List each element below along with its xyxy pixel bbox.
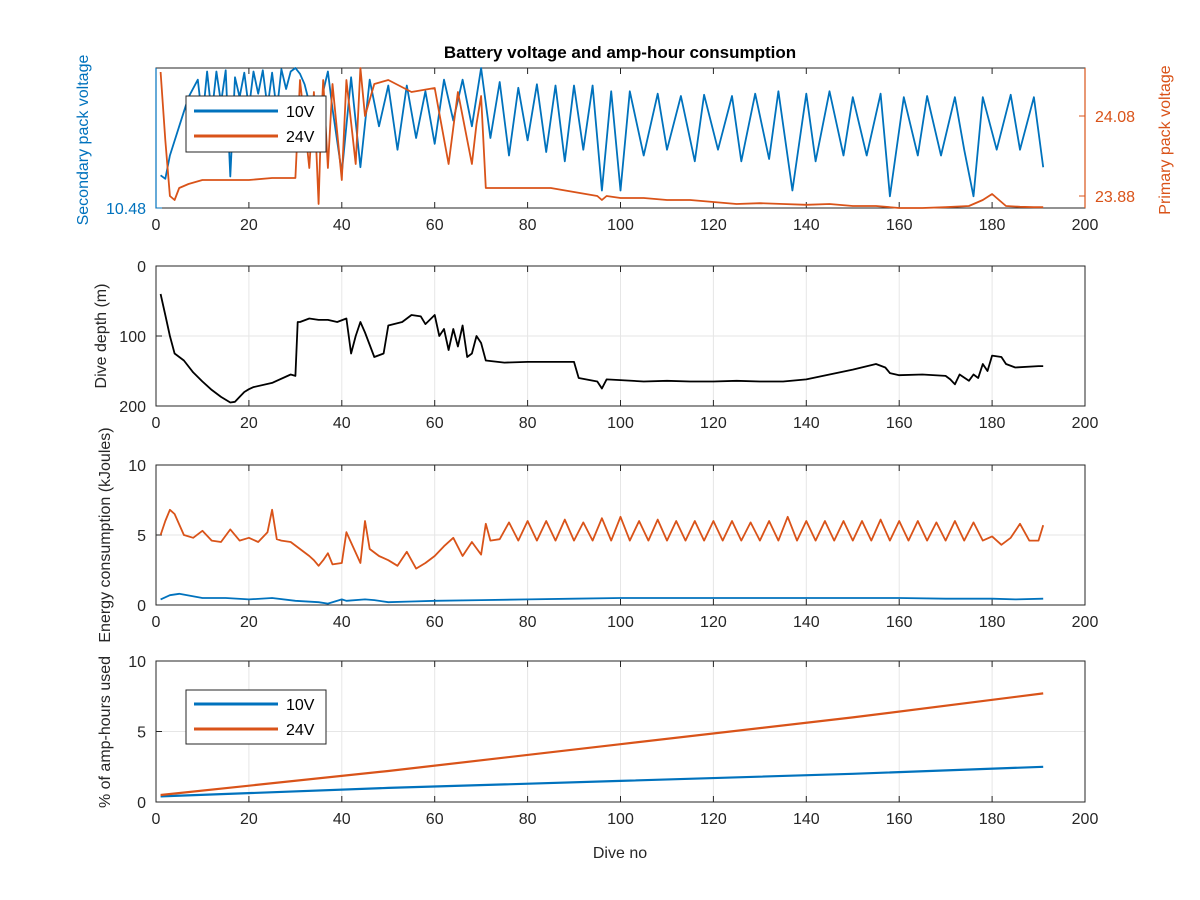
y-right-tick-label: 23.88 bbox=[1095, 189, 1135, 206]
x-tick-label: 20 bbox=[240, 811, 258, 828]
y-tick-label: 10 bbox=[128, 654, 146, 671]
x-tick-label: 100 bbox=[607, 415, 634, 432]
voltage-legend-10v-label: 10V bbox=[286, 104, 315, 121]
energy-axis-label: Energy consumption (kJoules) bbox=[97, 427, 114, 642]
depth-series-line bbox=[159, 293, 1044, 404]
x-tick-label: 200 bbox=[1072, 811, 1099, 828]
x-tick-label: 100 bbox=[607, 614, 634, 631]
figure-title: Battery voltage and amp-hour consumption bbox=[444, 43, 796, 62]
y-tick-label: 5 bbox=[137, 725, 146, 742]
y-tick-label: 0 bbox=[137, 795, 146, 812]
primary-voltage-axis-label: Primary pack voltage bbox=[1157, 65, 1174, 214]
amphours-legend-10v-label: 10V bbox=[286, 697, 315, 714]
24v-series-line bbox=[160, 692, 1044, 797]
amphours-axis-label: % of amp-hours used bbox=[97, 656, 114, 808]
x-tick-label: 160 bbox=[886, 614, 913, 631]
10v-series-line bbox=[160, 592, 1044, 605]
x-tick-label: 60 bbox=[426, 217, 444, 234]
x-tick-label: 80 bbox=[519, 217, 537, 234]
x-tick-label: 20 bbox=[240, 614, 258, 631]
voltage-legend-box bbox=[185, 95, 327, 153]
x-tick-label: 0 bbox=[152, 811, 161, 828]
24v-series-line bbox=[159, 508, 1045, 570]
x-tick-label: 140 bbox=[793, 614, 820, 631]
y-tick-label: 0 bbox=[137, 598, 146, 615]
x-tick-label: 40 bbox=[333, 415, 351, 432]
x-tick-label: 120 bbox=[700, 217, 727, 234]
y-tick-label: 100 bbox=[119, 329, 146, 346]
x-tick-label: 160 bbox=[886, 217, 913, 234]
x-tick-label: 120 bbox=[700, 614, 727, 631]
x-tick-label: 180 bbox=[979, 811, 1006, 828]
voltage-legend-24v-label: 24V bbox=[286, 129, 315, 146]
10v-series-line bbox=[160, 765, 1044, 798]
voltage-panel: 0 20 40 60 80 100 120 140 160 180 200 10.48 23.88 24.… bbox=[106, 67, 1135, 234]
y-tick-label: 10 bbox=[128, 458, 146, 475]
x-tick-label: 40 bbox=[333, 614, 351, 631]
y-left-tick-label: 10.48 bbox=[106, 201, 146, 218]
x-tick-label: 20 bbox=[240, 217, 258, 234]
x-tick-label: 0 bbox=[152, 415, 161, 432]
x-tick-label: 140 bbox=[793, 415, 820, 432]
amphours-legend: 10V 24V bbox=[185, 689, 327, 745]
x-tick-label: 60 bbox=[426, 614, 444, 631]
depth-axis-label: Dive depth (m) bbox=[93, 284, 110, 389]
x-tick-label: 160 bbox=[886, 415, 913, 432]
x-tick-label: 80 bbox=[519, 614, 537, 631]
x-tick-label: 160 bbox=[886, 811, 913, 828]
10v-series-line bbox=[160, 67, 1045, 198]
y-tick-label: 5 bbox=[137, 528, 146, 545]
x-tick-label: 40 bbox=[333, 217, 351, 234]
x-tick-label: 200 bbox=[1072, 614, 1099, 631]
dive-no-axis-label: Dive no bbox=[593, 845, 647, 862]
amphours-panel: 0 20 40 60 80 100 120 140 160 180 200 0 5 10 bbox=[128, 654, 1098, 828]
amphours-legend-box bbox=[185, 689, 327, 745]
x-tick-label: 100 bbox=[607, 217, 634, 234]
x-tick-label: 180 bbox=[979, 415, 1006, 432]
x-tick-label: 20 bbox=[240, 415, 258, 432]
x-tick-label: 120 bbox=[700, 415, 727, 432]
x-tick-label: 180 bbox=[979, 614, 1006, 631]
x-tick-label: 60 bbox=[426, 811, 444, 828]
x-tick-label: 140 bbox=[793, 811, 820, 828]
x-tick-label: 100 bbox=[607, 811, 634, 828]
x-tick-label: 140 bbox=[793, 217, 820, 234]
x-tick-label: 60 bbox=[426, 415, 444, 432]
x-tick-label: 80 bbox=[519, 811, 537, 828]
x-tick-label: 0 bbox=[152, 217, 161, 234]
y-tick-label: 0 bbox=[137, 259, 146, 276]
x-tick-label: 80 bbox=[519, 415, 537, 432]
energy-panel: 0 20 40 60 80 100 120 140 160 180 200 0 5 10 bbox=[128, 458, 1098, 631]
secondary-voltage-axis-label: Secondary pack voltage bbox=[75, 55, 92, 226]
x-tick-label: 180 bbox=[979, 217, 1006, 234]
x-tick-label: 200 bbox=[1072, 415, 1099, 432]
y-right-tick-label: 24.08 bbox=[1095, 109, 1135, 126]
amphours-legend-24v-label: 24V bbox=[286, 722, 315, 739]
voltage-legend: 10V 24V bbox=[185, 95, 327, 153]
x-tick-label: 200 bbox=[1072, 217, 1099, 234]
x-tick-label: 0 bbox=[152, 614, 161, 631]
depth-panel: 0 20 40 60 80 100 120 140 160 180 200 0 100 200 bbox=[119, 259, 1098, 432]
y-tick-label: 200 bbox=[119, 399, 146, 416]
x-tick-label: 40 bbox=[333, 811, 351, 828]
x-tick-label: 120 bbox=[700, 811, 727, 828]
